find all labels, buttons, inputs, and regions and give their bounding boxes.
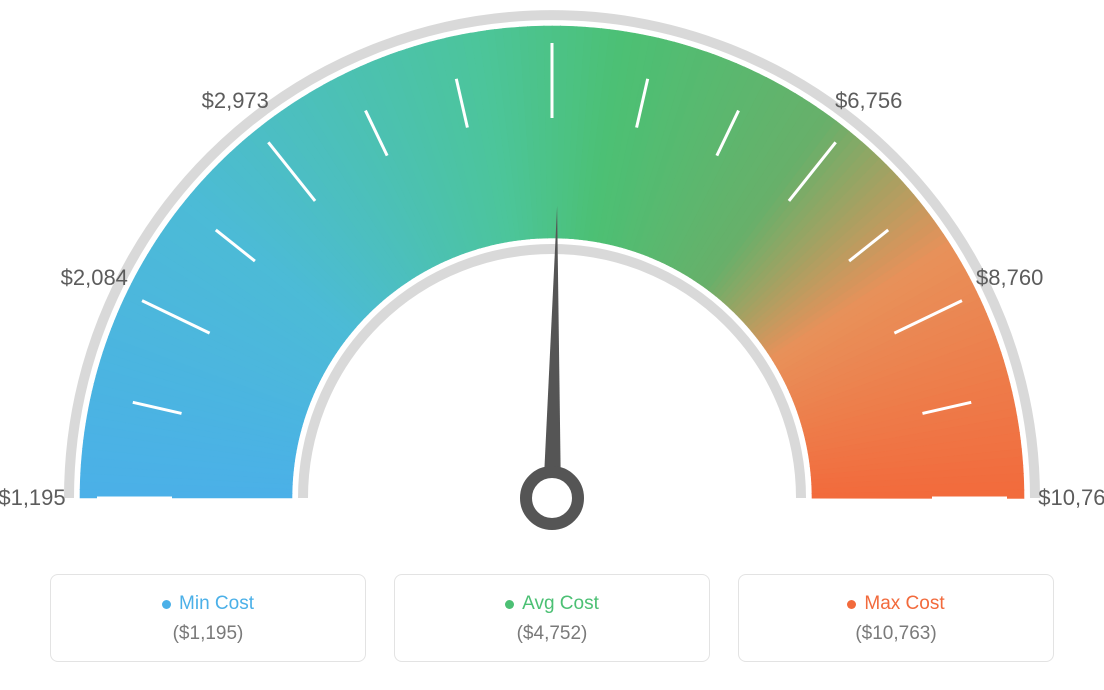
dot-icon: [847, 600, 856, 609]
dot-icon: [505, 600, 514, 609]
legend-value-min: ($1,195): [61, 623, 355, 645]
legend-title-avg: Avg Cost: [505, 593, 599, 615]
tick-label: $6,756: [835, 88, 902, 114]
tick-label: $10,763: [1038, 485, 1104, 511]
legend-title-text: Min Cost: [179, 593, 254, 615]
legend-card-avg: Avg Cost ($4,752): [394, 574, 710, 662]
legend-value-max: ($10,763): [749, 623, 1043, 645]
legend-value-avg: ($4,752): [405, 623, 699, 645]
legend-title-max: Max Cost: [847, 593, 944, 615]
gauge-svg: [0, 0, 1104, 560]
gauge-stage: $1,195$2,084$2,973$4,752$6,756$8,760$10,…: [0, 0, 1104, 560]
tick-label: $8,760: [976, 265, 1043, 291]
tick-label: $2,084: [61, 265, 128, 291]
tick-label: $2,973: [202, 88, 269, 114]
legend-card-min: Min Cost ($1,195): [50, 574, 366, 662]
legend-title-text: Max Cost: [864, 593, 944, 615]
legend-title-min: Min Cost: [162, 593, 254, 615]
legend-card-max: Max Cost ($10,763): [738, 574, 1054, 662]
tick-label: $1,195: [0, 485, 66, 511]
legend-row: Min Cost ($1,195) Avg Cost ($4,752) Max …: [50, 574, 1054, 662]
dot-icon: [162, 600, 171, 609]
cost-gauge-chart: $1,195$2,084$2,973$4,752$6,756$8,760$10,…: [0, 0, 1104, 690]
legend-title-text: Avg Cost: [522, 593, 599, 615]
